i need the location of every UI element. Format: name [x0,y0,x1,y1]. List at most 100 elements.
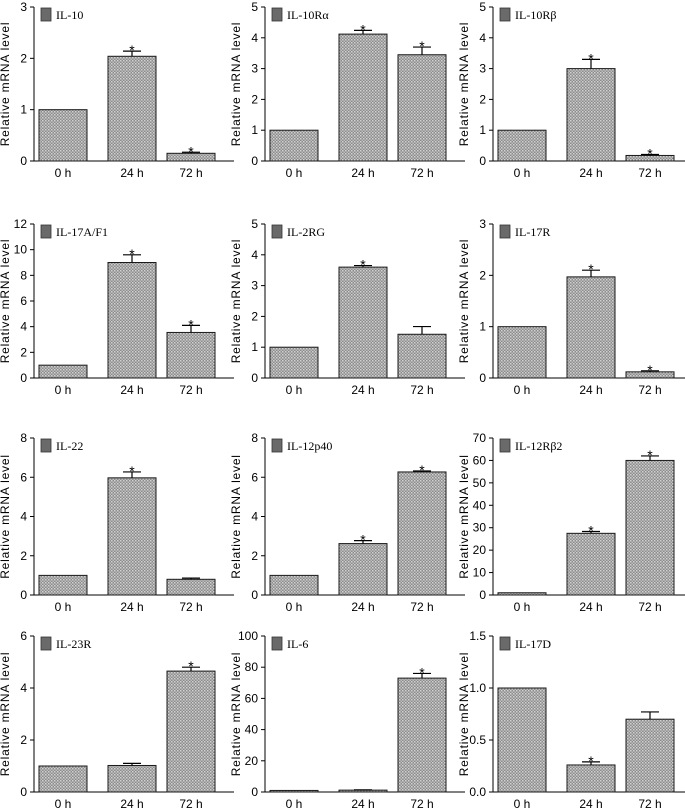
y-tick-label: 4 [20,320,27,334]
x-tick-label: 72 h [638,383,661,397]
legend-label: IL-17R [515,225,550,239]
significance-marker: * [588,261,594,277]
y-tick-label: 0 [20,371,27,385]
y-tick-label: 0 [479,588,486,602]
bar [566,276,616,379]
y-axis-label: Relative mRNA level [457,652,471,777]
legend-swatch [271,438,283,453]
legend-label: IL-22 [56,439,83,453]
y-tick-label: 1.0 [469,681,486,695]
y-tick-label: 3 [479,62,486,76]
x-tick-label: 24 h [351,600,374,614]
significance-marker: * [419,664,425,680]
y-tick-label: 40 [473,498,487,512]
x-tick-label: 24 h [120,600,143,614]
legend-swatch [499,7,511,22]
significance-marker: * [647,362,653,378]
bar [107,477,157,596]
bar [397,471,447,596]
x-tick-label: 0 h [286,797,303,808]
y-tick-label: 2 [251,309,258,323]
y-tick-label: 8 [251,431,258,445]
significance-marker: * [419,462,425,478]
y-tick-label: 20 [473,543,487,557]
x-tick-label: 0 h [514,600,531,614]
significance-marker: * [360,532,366,548]
x-tick-label: 72 h [638,600,661,614]
significance-marker: * [647,146,653,162]
y-tick-label: 4 [251,31,258,45]
bar [38,364,88,379]
x-tick-label: 72 h [179,600,202,614]
x-tick-label: 0 h [286,600,303,614]
significance-marker: * [188,658,194,674]
y-tick-label: 4 [479,31,486,45]
legend-swatch [271,7,283,22]
x-tick-label: 24 h [120,383,143,397]
x-tick-label: 72 h [638,166,661,180]
y-axis-label: Relative mRNA level [229,652,243,777]
y-tick-label: 2 [251,549,258,563]
y-tick-label: 3 [20,0,27,14]
y-axis-label: Relative mRNA level [229,454,243,579]
significance-marker: * [129,42,135,58]
y-tick-label: 2 [20,733,27,747]
x-tick-label: 0 h [55,166,72,180]
chart-panel: Relative mRNA level 0 1 2 3 4 5 0 h * 24 h 72 h IL-… [229,217,465,397]
y-tick-label: 0 [251,154,258,168]
y-tick-label: 0 [251,588,258,602]
y-axis-label: Relative mRNA level [229,239,243,364]
legend-label: IL-10Rβ [515,8,556,22]
legend-swatch [499,636,511,651]
significance-marker: * [188,143,194,159]
y-axis-label: Relative mRNA level [0,652,12,777]
y-tick-label: 60 [473,453,487,467]
legend-label: IL-6 [287,637,308,651]
y-tick-label: 0.5 [469,733,486,747]
bar [397,54,447,162]
y-tick-label: 1 [479,123,486,137]
legend-swatch [271,636,283,651]
x-tick-label: 72 h [179,166,202,180]
y-tick-label: 2 [20,345,27,359]
bar [497,129,547,162]
y-tick-label: 5 [251,217,258,231]
x-tick-label: 24 h [120,797,143,808]
bar [107,262,157,379]
y-tick-label: 4 [20,510,27,524]
legend-swatch [40,224,52,239]
legend-label: IL-2RG [287,225,325,239]
x-tick-label: 0 h [514,166,531,180]
x-tick-label: 24 h [579,600,602,614]
x-tick-label: 24 h [351,797,374,808]
x-tick-label: 24 h [579,797,602,808]
significance-marker: * [588,50,594,66]
y-tick-label: 10 [473,566,487,580]
y-tick-label: 4 [20,681,27,695]
y-tick-label: 0 [251,371,258,385]
y-tick-label: 50 [473,476,487,490]
x-tick-label: 24 h [579,383,602,397]
y-tick-label: 0.0 [469,785,486,799]
chart-panel: Relative mRNA level 0 20 40 60 80 100 0 h 24 h * 7… [229,629,465,808]
bar [38,109,88,162]
y-tick-label: 1 [479,320,486,334]
significance-marker: * [360,21,366,37]
bar [566,532,616,596]
y-tick-label: 8 [20,431,27,445]
y-tick-label: 2 [479,92,486,106]
y-axis-label: Relative mRNA level [0,22,12,147]
y-tick-label: 1.5 [469,629,486,643]
y-tick-label: 2 [251,92,258,106]
y-tick-label: 2 [20,51,27,65]
legend-label: IL-17D [515,637,551,651]
significance-marker: * [188,316,194,332]
significance-marker: * [588,523,594,539]
significance-marker: * [419,38,425,54]
legend-label: IL-10Rα [287,8,329,22]
chart-panel: Relative mRNA level 0 2 4 6 8 10 12 0 h * 24 h * 72 … [0,217,234,397]
bar [166,578,216,596]
x-tick-label: 0 h [55,383,72,397]
significance-marker: * [360,257,366,273]
y-tick-label: 2 [20,549,27,563]
